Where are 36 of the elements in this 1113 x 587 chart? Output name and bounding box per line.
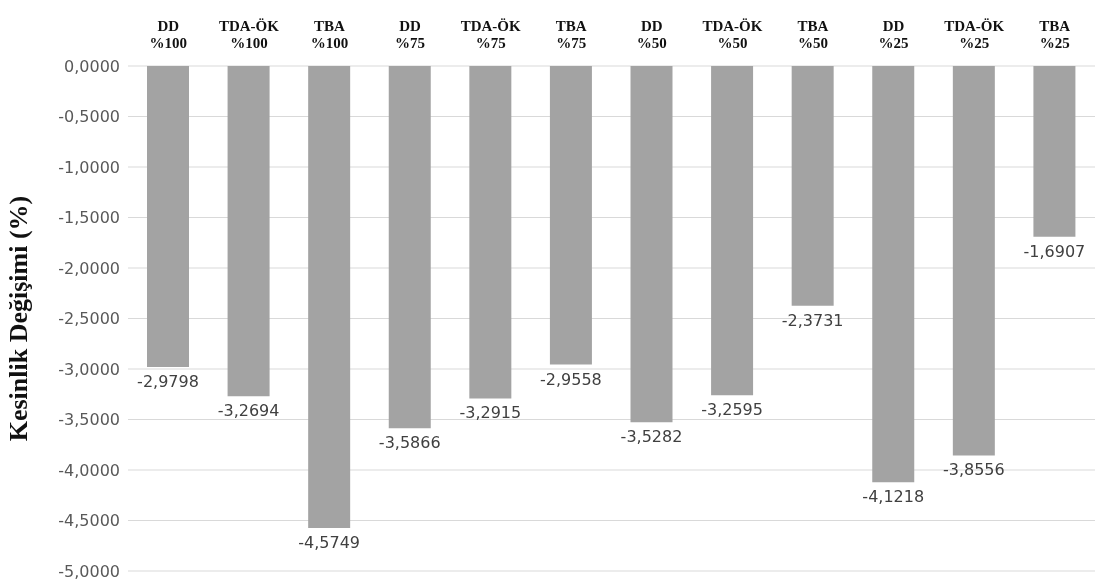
- data-label: -2,3731: [781, 310, 844, 330]
- x-tick-label: TDA-ÖK %25: [944, 18, 1005, 51]
- y-tick-label: -4,0000: [58, 460, 120, 480]
- data-label: -4,5749: [298, 533, 361, 553]
- data-label: -3,8556: [942, 460, 1005, 480]
- x-tick-label: DD %100: [149, 18, 188, 51]
- y-tick-label: -2,0000: [58, 258, 120, 278]
- x-tick-label: TBA %75: [555, 18, 587, 51]
- y-tick-label: -3,5000: [58, 410, 120, 430]
- data-label: -3,2694: [217, 401, 280, 421]
- x-tick-label: DD %50: [636, 18, 667, 51]
- y-tick-label: -1,5000: [58, 208, 120, 228]
- y-tick-label: 0,0000: [64, 56, 120, 76]
- data-label: -3,5866: [378, 433, 441, 453]
- x-tick-label: TBA %100: [310, 18, 349, 51]
- y-tick-label: -4,5000: [58, 511, 120, 531]
- y-tick-label: -1,0000: [58, 157, 120, 177]
- data-label: -4,1218: [862, 487, 925, 507]
- data-label: -3,2595: [701, 400, 763, 420]
- x-tick-label: TBA %50: [797, 18, 829, 51]
- y-axis-title: Kesinlik Değişimi (%): [4, 195, 34, 442]
- y-tick-label: -5,0000: [58, 561, 120, 581]
- x-tick-label: TBA %25: [1039, 18, 1071, 51]
- x-tick-label: DD %25: [878, 18, 909, 51]
- data-label: -3,5282: [620, 427, 683, 447]
- x-tick-label: TDA-ÖK %50: [702, 18, 763, 51]
- x-tick-label: DD %75: [395, 18, 426, 51]
- y-tick-label: -0,5000: [58, 107, 120, 127]
- data-label: -1,6907: [1023, 241, 1086, 261]
- data-label: -3,2915: [459, 403, 522, 423]
- data-label: -2,9558: [540, 369, 602, 389]
- y-tick-label: -3,0000: [58, 359, 120, 379]
- x-tick-label: TDA-ÖK %100: [218, 18, 280, 51]
- data-label: -2,9798: [137, 371, 199, 391]
- y-tick-label: -2,5000: [58, 309, 120, 329]
- x-tick-label: TDA-ÖK %75: [460, 18, 521, 51]
